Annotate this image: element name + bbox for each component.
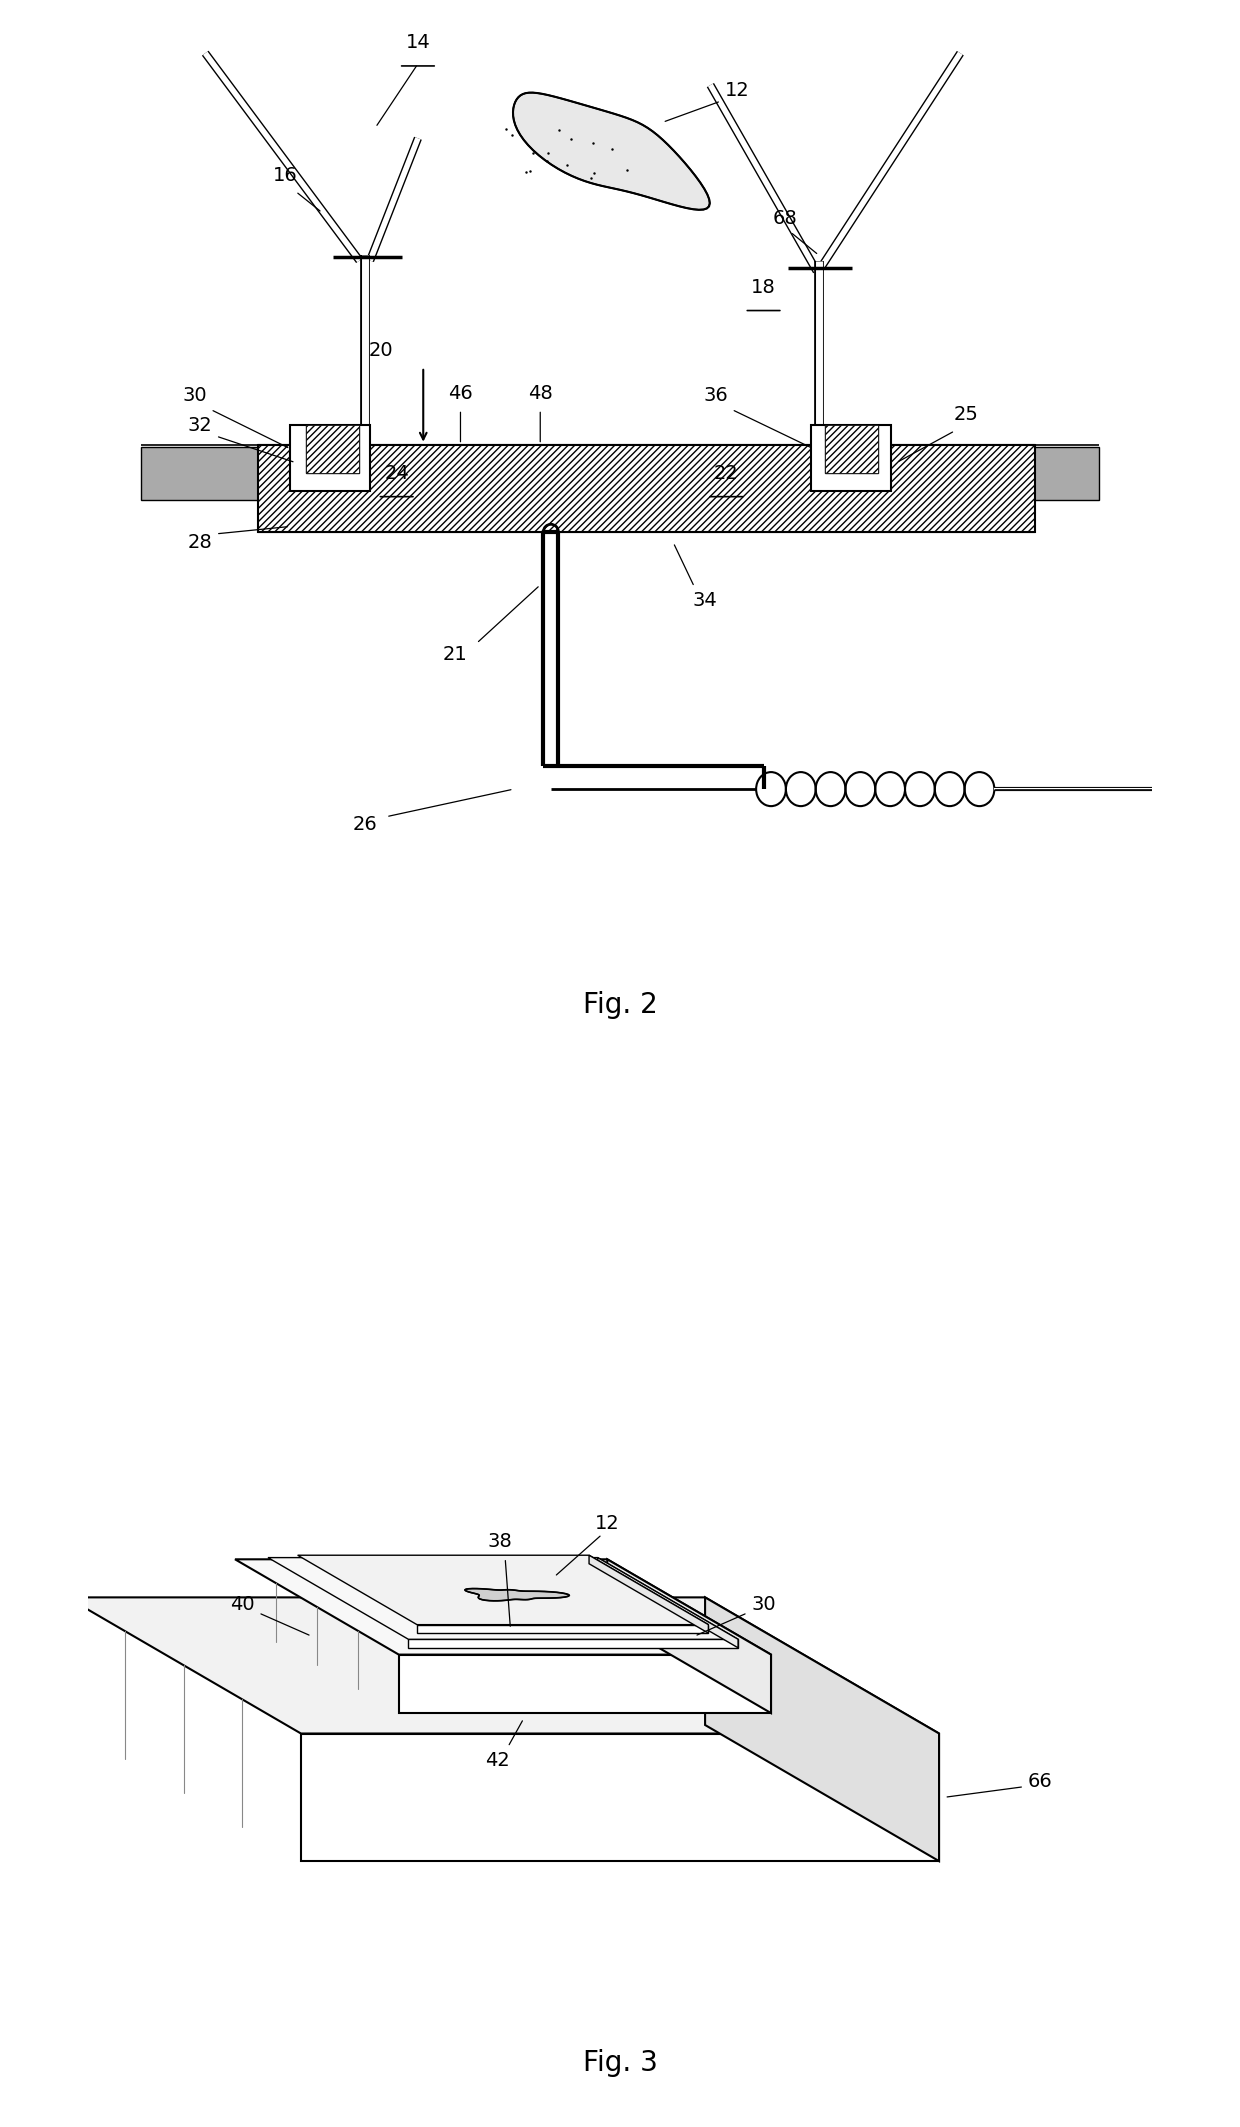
- Text: Fig. 3: Fig. 3: [583, 2048, 657, 2078]
- Bar: [141, 447, 285, 500]
- Polygon shape: [399, 1655, 771, 1712]
- Polygon shape: [589, 1555, 708, 1634]
- Polygon shape: [598, 1557, 738, 1648]
- Text: 30: 30: [751, 1595, 776, 1614]
- Polygon shape: [236, 1559, 771, 1655]
- Text: 46: 46: [448, 385, 472, 402]
- Bar: [141, 447, 285, 500]
- Bar: [258, 445, 1034, 532]
- Text: 22: 22: [714, 464, 739, 483]
- Polygon shape: [298, 1555, 708, 1625]
- Bar: [955, 447, 1099, 500]
- Text: 12: 12: [724, 81, 749, 100]
- Text: 66: 66: [1028, 1772, 1053, 1791]
- Text: 30: 30: [182, 387, 207, 404]
- Text: 32: 32: [187, 417, 212, 434]
- Text: 24: 24: [384, 464, 409, 483]
- Bar: [811, 425, 892, 491]
- Text: 36: 36: [703, 387, 728, 404]
- Polygon shape: [301, 1734, 939, 1861]
- Polygon shape: [417, 1625, 708, 1634]
- Bar: [826, 425, 878, 474]
- Polygon shape: [465, 1589, 569, 1602]
- Bar: [826, 425, 878, 474]
- Bar: [306, 425, 360, 474]
- Polygon shape: [268, 1557, 738, 1640]
- Text: 16: 16: [273, 166, 298, 185]
- Text: 38: 38: [487, 1531, 512, 1551]
- Polygon shape: [67, 1597, 939, 1734]
- Text: 34: 34: [693, 591, 718, 610]
- Text: 25: 25: [954, 406, 978, 423]
- Text: 48: 48: [528, 385, 553, 402]
- Text: 40: 40: [231, 1595, 254, 1614]
- Text: 42: 42: [485, 1751, 510, 1770]
- Text: 28: 28: [187, 534, 212, 551]
- Polygon shape: [513, 94, 709, 211]
- Text: 18: 18: [751, 279, 776, 296]
- Text: 68: 68: [773, 208, 797, 228]
- Polygon shape: [408, 1640, 738, 1648]
- Bar: [306, 425, 360, 474]
- Text: Fig. 2: Fig. 2: [583, 991, 657, 1019]
- Text: 21: 21: [443, 644, 467, 664]
- Text: 12: 12: [595, 1514, 620, 1534]
- Text: 14: 14: [405, 34, 430, 51]
- Text: 26: 26: [352, 815, 377, 834]
- Bar: [290, 425, 370, 491]
- Bar: [955, 447, 1099, 500]
- Polygon shape: [706, 1597, 939, 1861]
- Polygon shape: [608, 1559, 771, 1712]
- Text: 20: 20: [368, 342, 393, 359]
